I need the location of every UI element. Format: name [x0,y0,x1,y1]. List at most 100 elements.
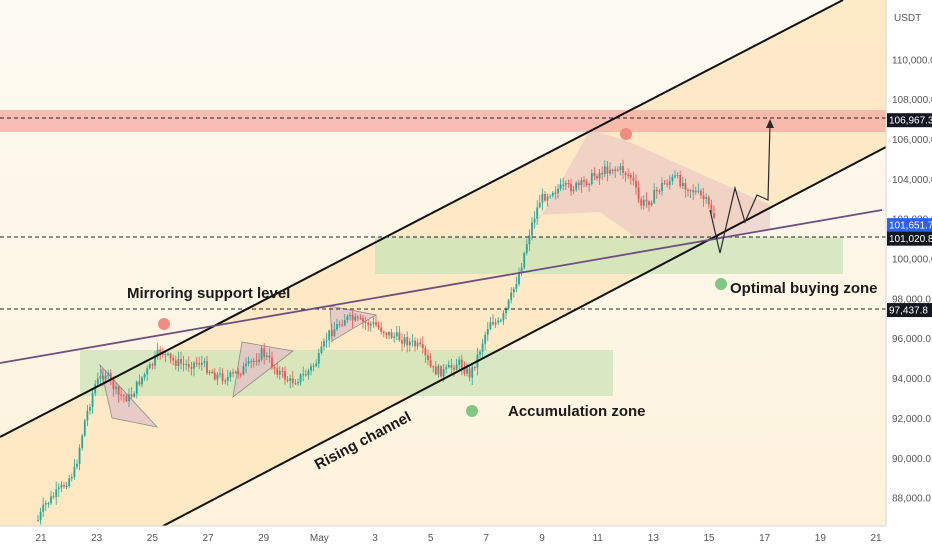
candle-body [572,189,575,192]
date-tick-label: 7 [484,533,490,544]
candle-body [473,366,476,368]
candle-body [338,324,341,326]
candle-body [442,369,445,377]
candle-body [393,336,396,338]
candle-body [580,180,583,186]
candle-body [299,374,302,383]
candle-body [411,340,414,342]
pennant-pattern-2 [232,341,294,398]
candle-body [164,353,167,355]
candle-body [200,363,203,365]
mirroring-support-line [0,209,883,364]
candle-body [177,359,180,366]
price-axis-panel[interactable] [886,0,932,550]
candle-body [47,503,50,505]
candle-body [414,340,416,347]
price-tag-label: 101,651.7 [889,221,932,232]
candle-body [375,322,377,326]
candle-body [544,193,546,201]
candle-body [653,189,656,203]
candle-body [161,352,164,355]
candle-body [499,320,502,322]
candle-body [206,361,208,373]
candle-body [172,358,175,361]
candle-body [588,183,591,185]
candle-body [609,169,611,174]
candle-body [710,204,713,214]
annotation-mirroring-support: Mirroring support level [127,285,290,302]
candle-body [304,374,307,376]
candle-body [104,375,107,380]
candle-body [377,325,380,328]
annotation-accumulation-zone: Accumulation zone [508,403,646,420]
candle-body [278,370,281,375]
candle-body [198,363,201,365]
candle-body [346,316,349,321]
candle-body [325,340,328,342]
candle-body [471,366,474,378]
candle-body [73,466,76,477]
candle-body [174,360,177,366]
candle-body [55,489,58,498]
candle-body [330,330,333,337]
candle-body [515,284,518,289]
candle-body [247,361,250,364]
candle-body [268,355,271,358]
candle-body [614,169,617,171]
date-tick-label: 15 [703,533,715,544]
candle-body [624,172,627,175]
candle-body [195,362,198,364]
candle-body [151,364,154,366]
channel-lower-line [162,146,887,527]
candle-body [403,337,406,344]
candle-body [463,368,466,374]
price-tag-box [887,303,932,318]
candle-body [697,190,700,192]
candle-body [489,322,492,329]
candle-body [351,314,354,321]
candle-body [117,386,120,395]
date-tick-label: 21 [870,533,882,544]
candle-body [570,183,572,192]
candle-body [359,317,362,319]
candle-body [645,199,648,202]
candle-body [507,300,510,309]
candle-body [390,332,393,338]
candle-body [102,375,104,380]
candle-body [180,359,182,364]
candle-body [182,363,185,365]
price-tag-label: 106,967.3 [889,116,932,127]
candle-body [622,166,624,173]
candle-body [427,355,429,361]
candle-body [89,407,91,411]
candle-body [694,191,697,193]
candle-body [557,188,559,193]
price-tick-label: 98,000.0 [892,294,931,305]
candle-body [692,190,695,193]
price-tag-box [887,231,932,246]
price-tick-label: 106,000.0 [892,135,932,146]
candle-body [575,182,578,190]
candle-body [312,365,315,367]
candle-body [419,342,422,345]
candle-body [629,175,632,178]
date-axis-panel[interactable] [0,526,932,550]
candle-body [661,182,663,191]
red-dot-marker-2 [620,128,632,140]
price-tag-box [887,113,932,128]
candle-body [671,176,674,182]
candle-body [239,374,242,376]
candle-body [658,190,661,192]
candle-body [263,348,266,357]
candle-body [627,174,630,176]
candle-body [307,370,310,376]
candle-body [356,316,359,318]
candle-body [406,337,409,346]
candle-body [554,192,557,194]
candle-body [674,175,676,177]
price-tick-label: 90,000.0 [892,454,931,465]
candle-body [187,363,190,368]
